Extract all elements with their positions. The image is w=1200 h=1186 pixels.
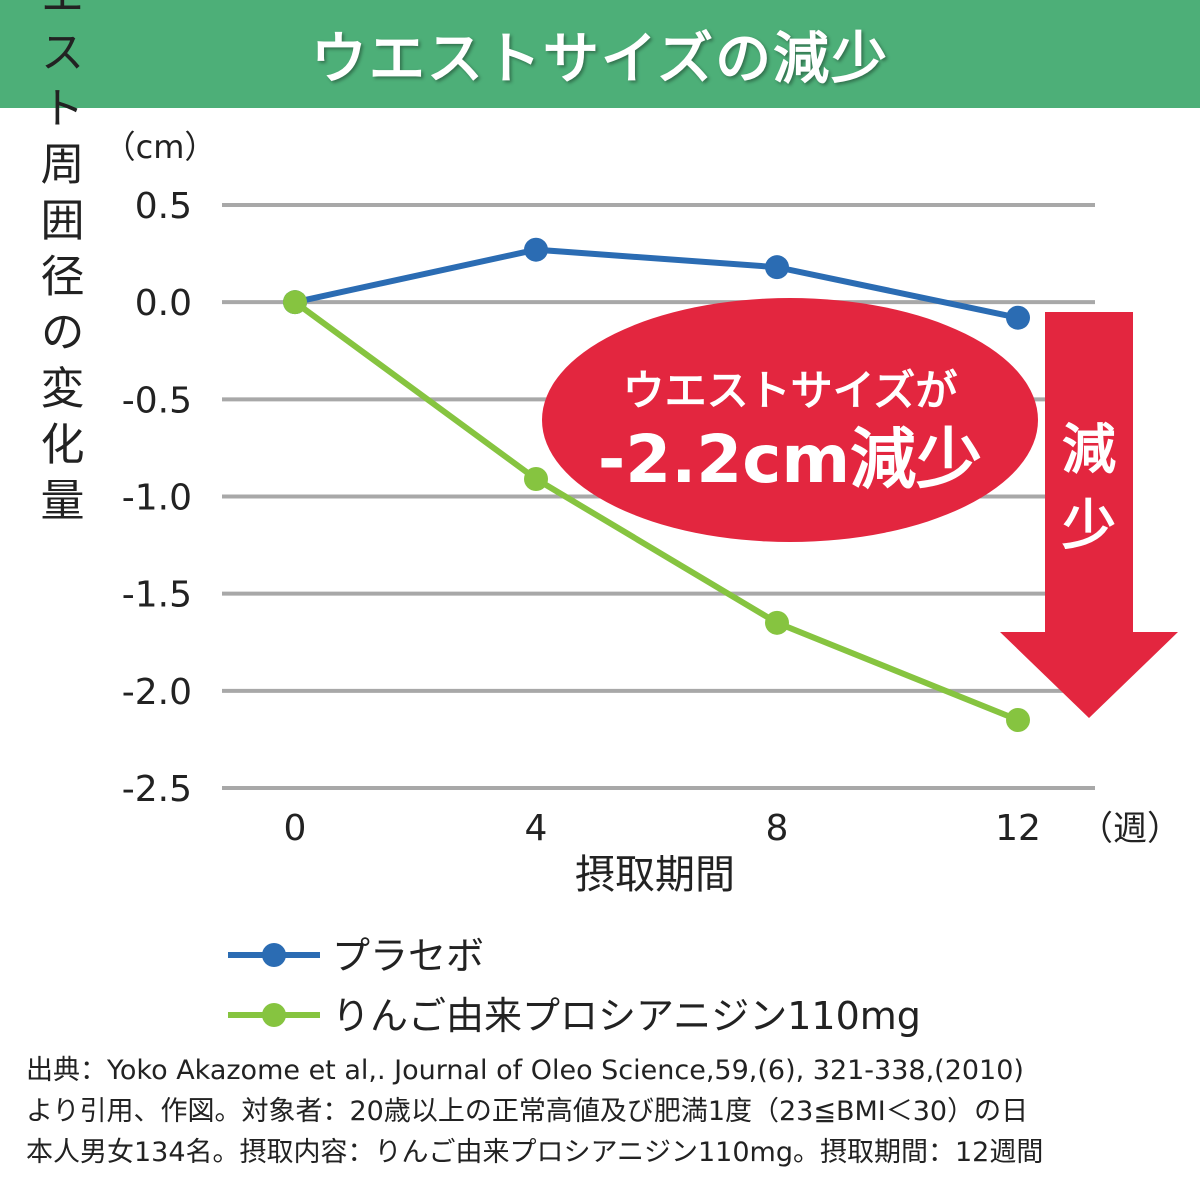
y-tick-label: -2.5 [122,769,192,810]
down-arrow [1000,312,1178,718]
y-tick-label: 0.0 [135,283,192,324]
data-point-1 [283,290,307,315]
legend-label: りんご由来プロシアニジン110mg [332,994,921,1038]
x-tick-label: 8 [766,808,789,849]
callout-value: -2.2cm減少 [598,421,982,498]
x-tick-label: 0 [284,808,307,849]
data-point-1 [524,467,548,492]
y-tick-label: -1.0 [122,478,192,519]
y-tick-label: -1.5 [122,575,192,616]
y-tick-label: -0.5 [122,380,192,421]
arrow-label: 減 [1062,418,1116,481]
data-point-0 [524,237,548,262]
y-tick-label: -2.0 [122,672,192,713]
line-chart: 0.5 0.0 -0.5 -1.0 -1.5 -2.0 -2.5 （cm） ウエスト周囲径の変化… [33,0,1182,1038]
data-point-1 [1006,707,1030,732]
data-point-0 [765,255,789,280]
legend-marker-1 [262,1003,286,1027]
legend-marker-0 [262,943,286,967]
series-line-1 [293,299,1020,723]
data-point-1 [765,610,789,635]
citation: 出典：Yoko Akazome et al,. Journal of Oleo … [26,1050,1186,1173]
y-axis-label: ウエスト周囲径の変化量 [33,0,84,533]
data-point-0 [1006,305,1030,330]
series-line-0 [294,246,1019,321]
arrow-label: 少 [1062,494,1116,557]
x-unit-label: （週） [1079,809,1181,849]
x-axis-label: 摂取期間 [575,852,735,898]
x-tick-label: 4 [525,808,548,849]
callout-bubble [542,298,1038,542]
citation-line: 本人男女134名。摂取内容：りんご由来プロシアニジン110mg。摂取期間：12週… [26,1137,1044,1168]
legend-label: プラセボ [332,934,484,978]
y-tick-label: 0.5 [135,186,192,227]
citation-line: より引用、作図。対象者：20歳以上の正常高値及び肥満1度（23≦BMI＜30）の… [26,1096,1029,1127]
citation-line: 出典：Yoko Akazome et al,. Journal of Oleo … [26,1055,1024,1086]
callout-text: ウエストサイズが [623,366,958,415]
chart-title-bar: ウエストサイズの減少 [0,0,1200,108]
chart-title: ウエストサイズの減少 [310,26,890,92]
x-tick-label: 12 [995,808,1041,849]
y-unit-label: （cm） [104,128,217,166]
